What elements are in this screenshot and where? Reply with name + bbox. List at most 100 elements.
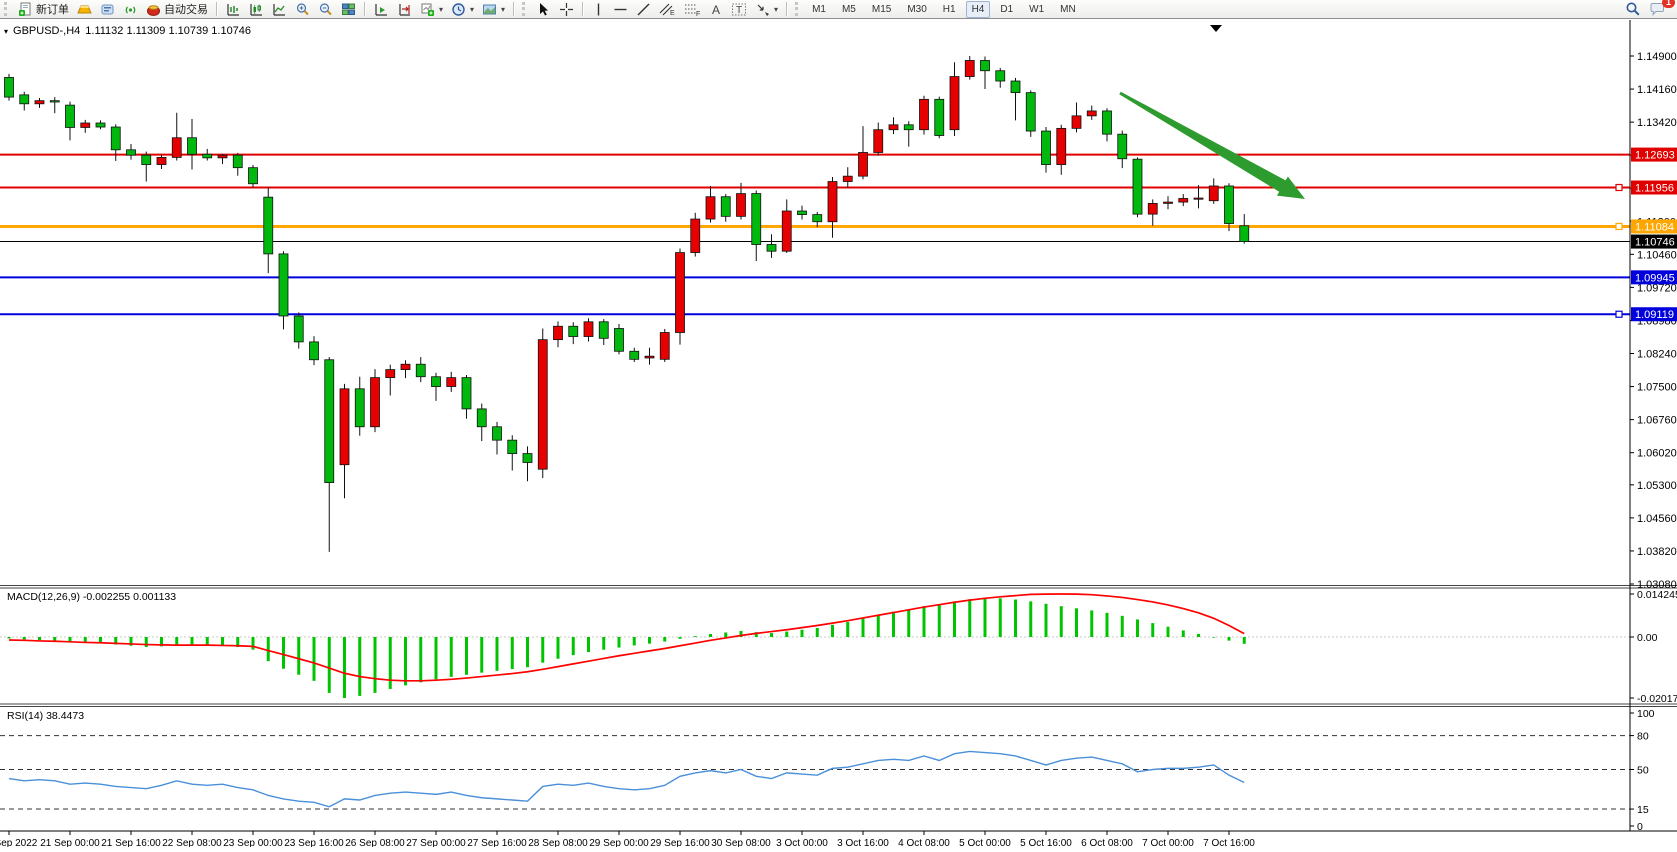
bull-candle: [964, 60, 975, 77]
toolbar-grip[interactable]: [795, 2, 802, 16]
collapse-triangle-icon[interactable]: ▾: [4, 26, 9, 36]
bear-candle: [598, 321, 609, 339]
timeframe-mn-button[interactable]: MN: [1060, 3, 1076, 15]
tile-windows-icon: [342, 3, 355, 15]
vertical-line-tool-button[interactable]: [589, 1, 608, 18]
level-handle[interactable]: [1615, 222, 1623, 231]
fibonacci-tool-button[interactable]: F: [681, 1, 704, 18]
time-axis-label: 22 Sep 08:00: [162, 838, 222, 847]
price-level-badge[interactable]: [1631, 180, 1677, 195]
time-axis-label: 28 Sep 08:00: [528, 838, 588, 847]
chart-ohlc-header: ▾ GBPUSD-,H4 1.11132 1.11309 1.10739 1.1…: [4, 25, 251, 37]
bear-candle: [720, 196, 731, 217]
bear-candle: [766, 244, 777, 252]
templates-button[interactable]: ▾: [479, 1, 508, 18]
bar-chart-mode-button[interactable]: [223, 1, 244, 18]
chart-ohlc-values: 1.11132 1.11309 1.10739 1.10746: [85, 25, 252, 37]
text-label-tool-button[interactable]: T: [728, 1, 750, 18]
price-level-badge[interactable]: [1631, 234, 1677, 249]
bull-candle: [842, 175, 853, 182]
zoom-out-button[interactable]: [315, 1, 336, 18]
level-handle[interactable]: [1615, 183, 1623, 192]
template-icon: [483, 4, 497, 14]
timeframe-w1-button[interactable]: W1: [1029, 3, 1045, 15]
price-level-badge[interactable]: [1631, 147, 1677, 162]
auto-arrange-button[interactable]: [371, 1, 392, 18]
trend-arrow-annotation[interactable]: [1119, 91, 1305, 199]
bear-candle: [65, 104, 75, 128]
line-chart-icon: [273, 3, 285, 16]
bear-candle: [354, 388, 365, 428]
bull-candle: [1071, 115, 1082, 129]
rsi-title-label: RSI(14) 38.4473: [7, 710, 84, 722]
bear-candle: [232, 154, 243, 169]
candlestick-icon: [250, 3, 262, 16]
timeframe-m1-button[interactable]: M1: [812, 3, 826, 15]
bear-candle: [49, 100, 60, 103]
price-level-badge[interactable]: [1631, 270, 1677, 285]
signal-button[interactable]: [120, 1, 141, 18]
quotes-button[interactable]: [74, 1, 95, 18]
right-shift-marker[interactable]: [1210, 25, 1222, 32]
time-axis-label: 3 Oct 16:00: [837, 838, 889, 847]
bear-candle: [324, 359, 335, 483]
report-icon: [101, 4, 114, 14]
arrows-tool-button[interactable]: ▾: [752, 1, 781, 18]
notifications-button[interactable]: 1: [1646, 0, 1675, 18]
chart-window[interactable]: ▾ GBPUSD-,H4 1.11132 1.11309 1.10739 1.1…: [0, 19, 1677, 849]
toolbar-separator: [513, 2, 516, 16]
time-axis-label: 7 Oct 16:00: [1203, 838, 1255, 847]
price-level-badge[interactable]: [1631, 219, 1677, 234]
level-handle[interactable]: [1615, 310, 1623, 318]
crosshair-tool-button[interactable]: [556, 1, 577, 18]
timeframe-h4-button[interactable]: H4: [965, 0, 991, 18]
cursor-tool-button[interactable]: [533, 1, 554, 18]
candles-layer[interactable]: [4, 56, 1250, 552]
bear-candle: [309, 341, 319, 361]
tile-windows-button[interactable]: [338, 1, 359, 18]
bull-candle: [858, 152, 868, 177]
chart-shift-icon: [399, 3, 410, 16]
horizontal-line-tool-button[interactable]: [610, 1, 631, 18]
toolbar-grip[interactable]: [4, 2, 11, 16]
bull-candle: [949, 76, 960, 131]
bull-candle: [1208, 185, 1219, 202]
auto-trading-button[interactable]: 自动交易: [143, 1, 211, 18]
line-chart-mode-button[interactable]: [269, 1, 290, 18]
history-center-button[interactable]: [97, 1, 118, 18]
bull-candle: [400, 363, 411, 370]
zoom-in-icon: [296, 2, 309, 15]
toolbar-grip[interactable]: [522, 2, 529, 16]
candlestick-mode-button[interactable]: [246, 1, 267, 18]
new-order-button[interactable]: 新订单: [15, 1, 72, 18]
timeframe-m30-button[interactable]: M30: [907, 3, 927, 15]
text-tool-button[interactable]: A: [706, 1, 726, 18]
chart-shift-button[interactable]: [394, 1, 415, 18]
timeframe-h1-button[interactable]: H1: [942, 3, 956, 15]
svg-text:E: E: [670, 10, 675, 17]
price-level-badge[interactable]: [1631, 307, 1677, 322]
period-clock-button[interactable]: ▾: [448, 1, 477, 18]
trendline-tool-button[interactable]: [633, 1, 654, 18]
timeframe-switcher: M1 M5 M15 M30 H1 H4 D1 W1 MN: [806, 0, 1082, 18]
bull-candle: [919, 98, 929, 131]
timeframe-d1-button[interactable]: D1: [1000, 3, 1014, 15]
bull-candle: [705, 196, 716, 220]
bear-candle: [751, 193, 762, 245]
add-indicator-button[interactable]: ▾: [417, 1, 446, 18]
timeframe-m5-button[interactable]: M5: [841, 3, 856, 15]
time-axis-label: 29 Sep 16:00: [650, 838, 710, 847]
price-chart-canvas[interactable]: MACD(12,26,9) -0.002255 0.001133 RSI(14) …: [0, 19, 1677, 849]
broadcast-icon: [125, 6, 136, 13]
zoom-in-button[interactable]: [292, 1, 313, 18]
bull-candle: [370, 377, 380, 428]
search-button[interactable]: [1622, 1, 1644, 18]
timeframe-m15-button[interactable]: M15: [871, 3, 892, 15]
time-axis-label: 30 Sep 08:00: [711, 838, 771, 847]
bull-candle: [888, 124, 899, 131]
main-toolbar: 新订单 自动交易: [0, 0, 1677, 19]
bull-candle: [34, 100, 45, 105]
price-axis-label: 1.08240: [1637, 349, 1677, 361]
equidistant-channel-tool-button[interactable]: E: [656, 1, 679, 18]
